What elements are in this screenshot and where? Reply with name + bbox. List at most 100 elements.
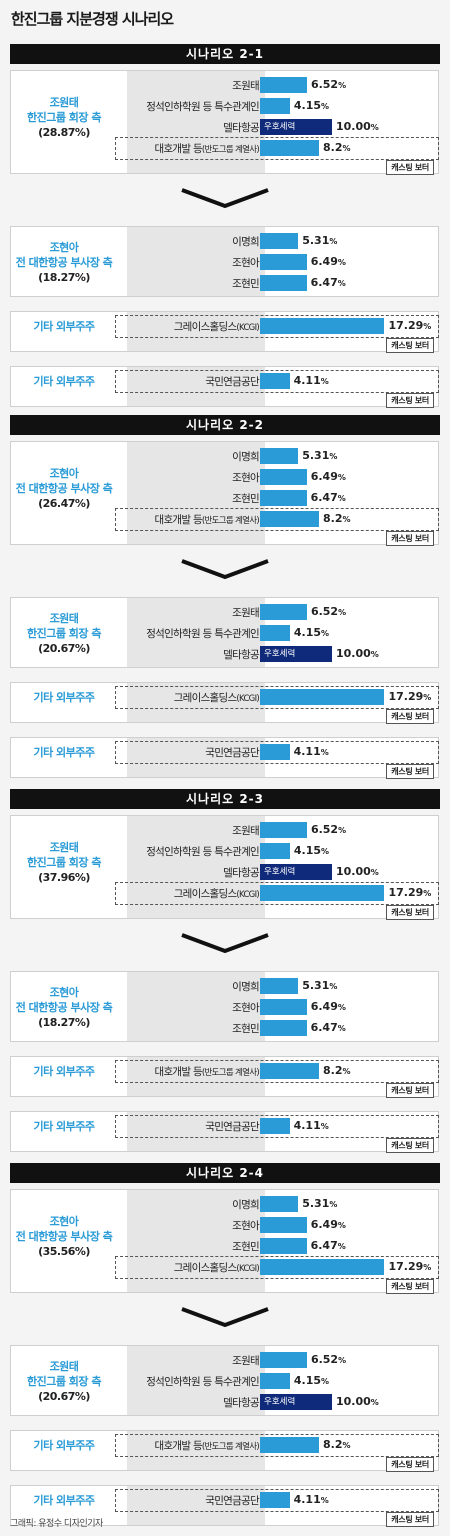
share-value-number: 4.15 xyxy=(293,99,322,112)
shareholder-note: (반도그룹 계열사) xyxy=(201,516,260,526)
share-row: 조현아 6.49% xyxy=(11,467,440,488)
shareholder-name-text: 조현아 xyxy=(232,1002,260,1014)
share-value: 8.2% xyxy=(323,141,351,154)
shareholder-name-text: 대호개발 등 xyxy=(154,1066,202,1078)
share-row: 국민연금공단 4.11% xyxy=(11,371,440,392)
share-value-number: 6.47 xyxy=(310,276,338,289)
shareholder-name-text: 델타항공 xyxy=(223,122,260,134)
share-value: 6.47% xyxy=(311,491,346,504)
share-value: 6.49% xyxy=(311,1000,346,1013)
shareholder-name-text: 조현아 xyxy=(232,1220,260,1232)
share-value: 4.11% xyxy=(294,745,329,758)
share-value-number: 6.49 xyxy=(310,1218,338,1231)
group-sublabel: 한진그룹 회장 측 xyxy=(27,110,102,124)
shareholder-name-text: 조원태 xyxy=(232,80,260,92)
share-row: 조현민 6.47% xyxy=(11,1236,440,1257)
scenario-header: 시나리오 2-4 xyxy=(10,1163,440,1183)
ally-tag: 우호세력 xyxy=(264,867,296,877)
shareholder-name: 정석인하학원 등 특수관계인 xyxy=(146,99,259,114)
share-bar: 우호세력 xyxy=(260,119,332,135)
share-value-number: 4.11 xyxy=(293,1119,321,1132)
percent-sign: % xyxy=(342,1441,351,1450)
group-name: 조원태 xyxy=(49,612,79,625)
group-sublabel: 전 대한항공 부사장 측 xyxy=(15,481,113,495)
shareholder-name: 그레이스홀딩스(KCGI) xyxy=(173,1260,260,1275)
percent-sign: % xyxy=(329,237,338,246)
share-bar xyxy=(260,978,299,994)
share-bar xyxy=(260,1259,385,1275)
share-bar xyxy=(260,77,307,93)
share-value-number: 17.29 xyxy=(388,886,424,899)
share-row: 조현민 6.47% xyxy=(11,1018,440,1039)
share-row: 대호개발 등(반도그룹 계열사) 8.2% xyxy=(11,1435,440,1456)
share-bar xyxy=(260,1118,290,1134)
share-value: 8.2% xyxy=(323,1438,351,1451)
percent-sign: % xyxy=(337,1024,346,1033)
shareholder-name: 그레이스홀딩스(KCGI) xyxy=(174,319,260,334)
shareholder-name-text: 그레이스홀딩스 xyxy=(173,1262,237,1274)
casting-voter-tag: 캐스팅 보터 xyxy=(386,1457,434,1472)
shareholder-name: 대호개발 등(반도그룹 계열사) xyxy=(154,512,259,527)
share-row: 대호개발 등(반도그룹 계열사) 8.2% xyxy=(11,1061,440,1082)
share-value-number: 4.11 xyxy=(293,1493,321,1506)
group-label: 기타 외부주주 xyxy=(11,374,117,389)
casting-voter-frame xyxy=(115,882,439,905)
percent-sign: % xyxy=(338,1356,347,1365)
casting-voter-frame xyxy=(115,686,439,709)
share-value-number: 8.2 xyxy=(323,512,343,525)
share-row: 조원태 6.52% xyxy=(11,75,440,96)
shareholder-group: 기타 외부주주 국민연금공단 4.11% 캐스팅 보터 xyxy=(10,1111,439,1153)
names-panel xyxy=(127,816,265,918)
share-value: 4.15% xyxy=(294,99,329,112)
shareholder-note: (KCGI) xyxy=(236,323,259,333)
names-panel xyxy=(127,1486,265,1525)
group-label: 조원태 한진그룹 회장 측 (20.67%) xyxy=(11,611,117,656)
names-panel xyxy=(127,442,265,544)
share-value-number: 10.00 xyxy=(336,865,371,878)
share-row: 그레이스홀딩스(KCGI) 17.29% xyxy=(11,883,440,904)
group-total: (20.67%) xyxy=(38,1390,90,1403)
casting-voter-tag: 캐스팅 보터 xyxy=(386,1512,434,1527)
shareholder-name: 대호개발 등(반도그룹 계열사) xyxy=(154,1064,259,1079)
shareholder-name-text: 정석인하학원 등 특수관계인 xyxy=(146,101,259,113)
share-value: 6.49% xyxy=(311,470,346,483)
share-value-number: 6.52 xyxy=(310,605,339,618)
group-name: 기타 외부주주 xyxy=(33,1065,95,1078)
shareholder-name-text: 이명희 xyxy=(232,236,260,248)
share-value: 6.49% xyxy=(311,1218,346,1231)
shareholder-name-text: 조원태 xyxy=(232,607,260,619)
share-value-number: 10.00 xyxy=(336,1395,371,1408)
shareholder-name: 조현아 xyxy=(232,1000,260,1015)
share-value: 6.47% xyxy=(311,1239,346,1252)
shareholder-note: (KCGI) xyxy=(236,1264,259,1274)
share-bar xyxy=(260,1492,290,1508)
shareholder-name: 정석인하학원 등 특수관계인 xyxy=(146,1374,259,1389)
share-value: 5.31% xyxy=(302,234,337,247)
share-value-number: 17.29 xyxy=(388,690,424,703)
shareholder-group: 조현아 전 대한항공 부사장 측 (26.47%) 이명희 5.31% 조현아 6.49% 조… xyxy=(10,441,440,546)
casting-voter-tag: 캐스팅 보터 xyxy=(386,764,434,779)
casting-voter-tag: 캐스팅 보터 xyxy=(386,709,434,724)
share-bar xyxy=(260,1217,307,1233)
group-label: 조원태 한진그룹 회장 측 (20.67%) xyxy=(11,1359,117,1404)
names-panel xyxy=(127,367,265,406)
names-panel xyxy=(127,1431,265,1470)
shareholder-name-text: 대호개발 등 xyxy=(154,514,202,526)
chevron-down-icon xyxy=(181,559,269,580)
group-label: 기타 외부주주 xyxy=(11,745,117,760)
shareholder-name: 조현민 xyxy=(232,491,260,506)
shareholder-name: 조원태 xyxy=(232,1353,260,1368)
share-bar xyxy=(260,448,299,464)
share-bar xyxy=(260,254,307,270)
group-name: 조현아 xyxy=(49,986,79,999)
share-value: 4.15% xyxy=(294,1374,329,1387)
share-value: 8.2% xyxy=(323,512,351,525)
shareholder-note: (KCGI) xyxy=(236,890,259,900)
share-value: 17.29% xyxy=(388,886,431,899)
shareholder-name: 국민연금공단 xyxy=(205,1493,259,1508)
percent-sign: % xyxy=(321,1377,330,1386)
names-panel xyxy=(127,1112,265,1151)
shareholder-group: 기타 외부주주 국민연금공단 4.11% 캐스팅 보터 xyxy=(10,1485,439,1527)
share-row: 델타항공 우호세력 10.00% xyxy=(11,644,440,665)
